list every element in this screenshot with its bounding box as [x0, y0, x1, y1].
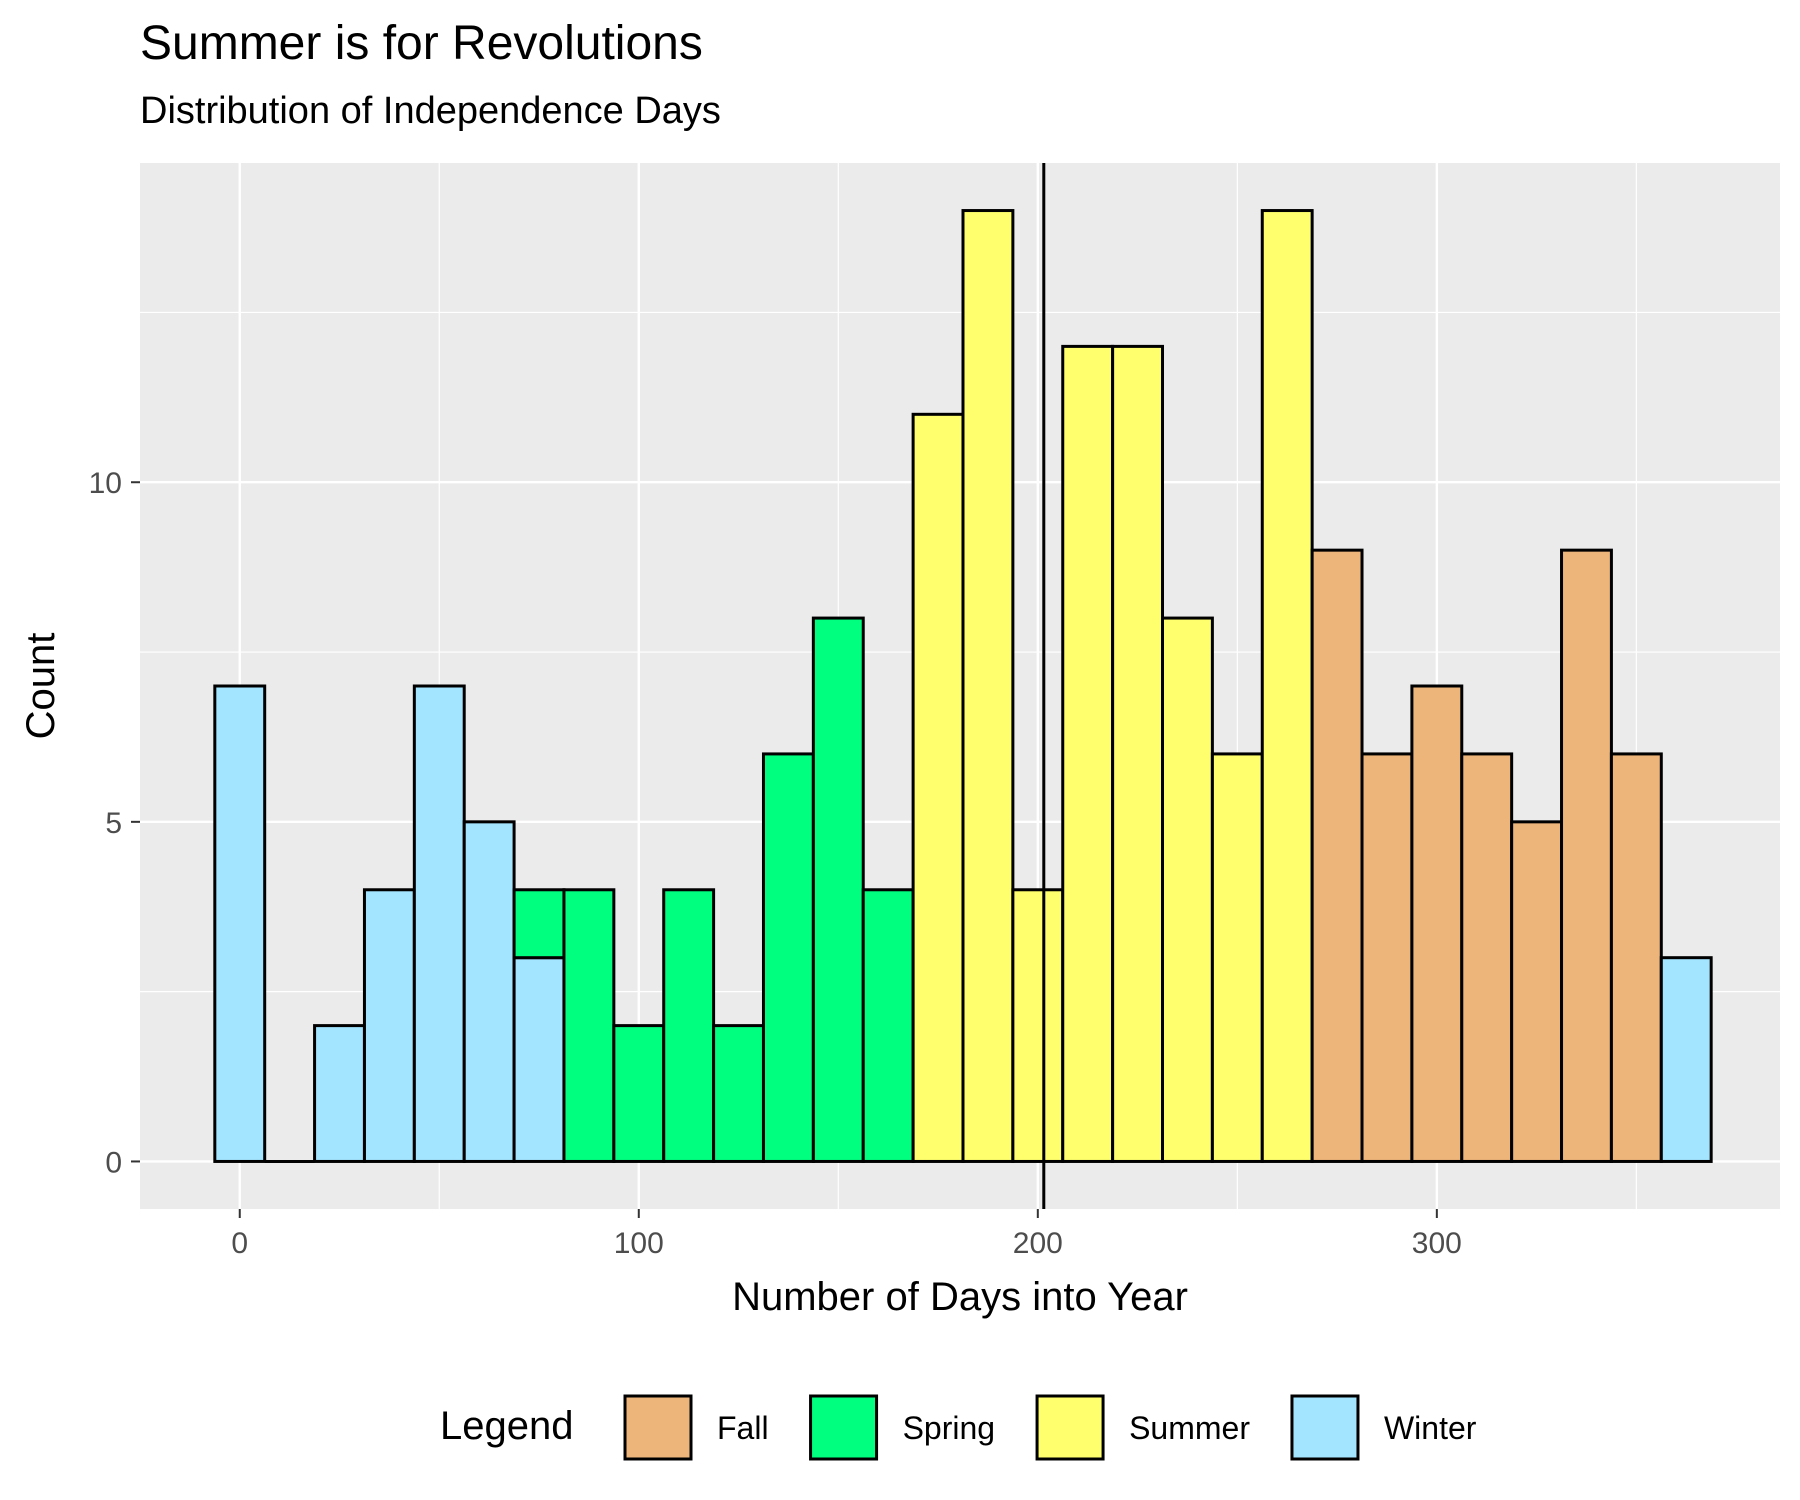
- histogram-bar-winter: [462, 820, 516, 1163]
- histogram-bar-fall: [1609, 752, 1663, 1163]
- x-tick-label: 300: [1412, 1227, 1462, 1260]
- histogram-bar-winter: [313, 1024, 366, 1163]
- y-axis-ticks: 0 5 10: [89, 467, 140, 1179]
- legend-label: Fall: [717, 1410, 769, 1446]
- legend-label: Spring: [903, 1410, 996, 1446]
- histogram-bar-spring: [612, 1024, 666, 1163]
- y-tick-label: 10: [89, 467, 122, 500]
- histogram-bar-spring: [861, 888, 915, 1163]
- legend-item-spring: Spring: [809, 1394, 996, 1461]
- histogram-bar-summer: [961, 209, 1015, 1163]
- legend-item-winter: Winter: [1290, 1394, 1477, 1461]
- legend-label: Winter: [1384, 1410, 1477, 1446]
- legend-key-spring: [809, 1394, 879, 1461]
- legend-item-fall: Fall: [623, 1394, 769, 1461]
- histogram-bar-winter: [213, 684, 267, 1163]
- histogram-bar-spring: [761, 752, 815, 1163]
- histogram-bar-winter: [512, 956, 566, 1163]
- x-tick-label: 100: [614, 1227, 664, 1260]
- histogram-bar-fall: [1360, 752, 1414, 1163]
- x-tick-label: 0: [231, 1227, 248, 1260]
- histogram-bar-spring: [811, 616, 865, 1163]
- legend-label: Summer: [1129, 1410, 1250, 1446]
- histogram-bar-fall: [1460, 752, 1514, 1163]
- histogram-bar-summer: [1061, 344, 1115, 1163]
- histogram-bar-summer: [1111, 344, 1165, 1163]
- histogram-bar-fall: [1560, 548, 1613, 1163]
- legend-item-summer: Summer: [1035, 1394, 1250, 1461]
- legend-key-fall: [623, 1394, 693, 1461]
- histogram-bars: [213, 209, 1713, 1163]
- histogram-bar-summer: [1210, 752, 1264, 1163]
- chart-title: Summer is for Revolutions: [140, 17, 703, 70]
- histogram-bar-summer: [911, 412, 965, 1163]
- histogram-bar-fall: [1310, 548, 1364, 1163]
- y-tick-label: 5: [105, 807, 122, 840]
- legend-title: Legend: [440, 1404, 573, 1448]
- histogram-bar-spring: [512, 888, 566, 960]
- histogram-bar-winter: [1659, 956, 1713, 1163]
- histogram-bar-fall: [1510, 820, 1564, 1163]
- histogram-bar-summer: [1161, 616, 1214, 1163]
- y-axis-title: Count: [19, 633, 63, 740]
- histogram-bar-spring: [662, 888, 716, 1163]
- histogram-bar-summer: [1011, 888, 1065, 1163]
- legend: Legend Fall Spring Summer Winter: [440, 1394, 1477, 1461]
- chart-subtitle: Distribution of Independence Days: [140, 90, 721, 132]
- x-tick-label: 200: [1013, 1227, 1063, 1260]
- histogram-bar-winter: [362, 888, 416, 1163]
- legend-key-winter: [1290, 1394, 1360, 1461]
- histogram-bar-summer: [1260, 209, 1314, 1163]
- histogram-bar-fall: [1410, 684, 1464, 1163]
- y-tick-label: 0: [105, 1146, 122, 1179]
- legend-key-summer: [1035, 1394, 1105, 1461]
- histogram-bar-winter: [412, 684, 466, 1163]
- histogram-bar-spring: [712, 1024, 765, 1163]
- x-axis-title: Number of Days into Year: [732, 1275, 1188, 1319]
- histogram-bar-spring: [562, 888, 616, 1163]
- x-axis-ticks: 0 100 200 300: [231, 1209, 1462, 1260]
